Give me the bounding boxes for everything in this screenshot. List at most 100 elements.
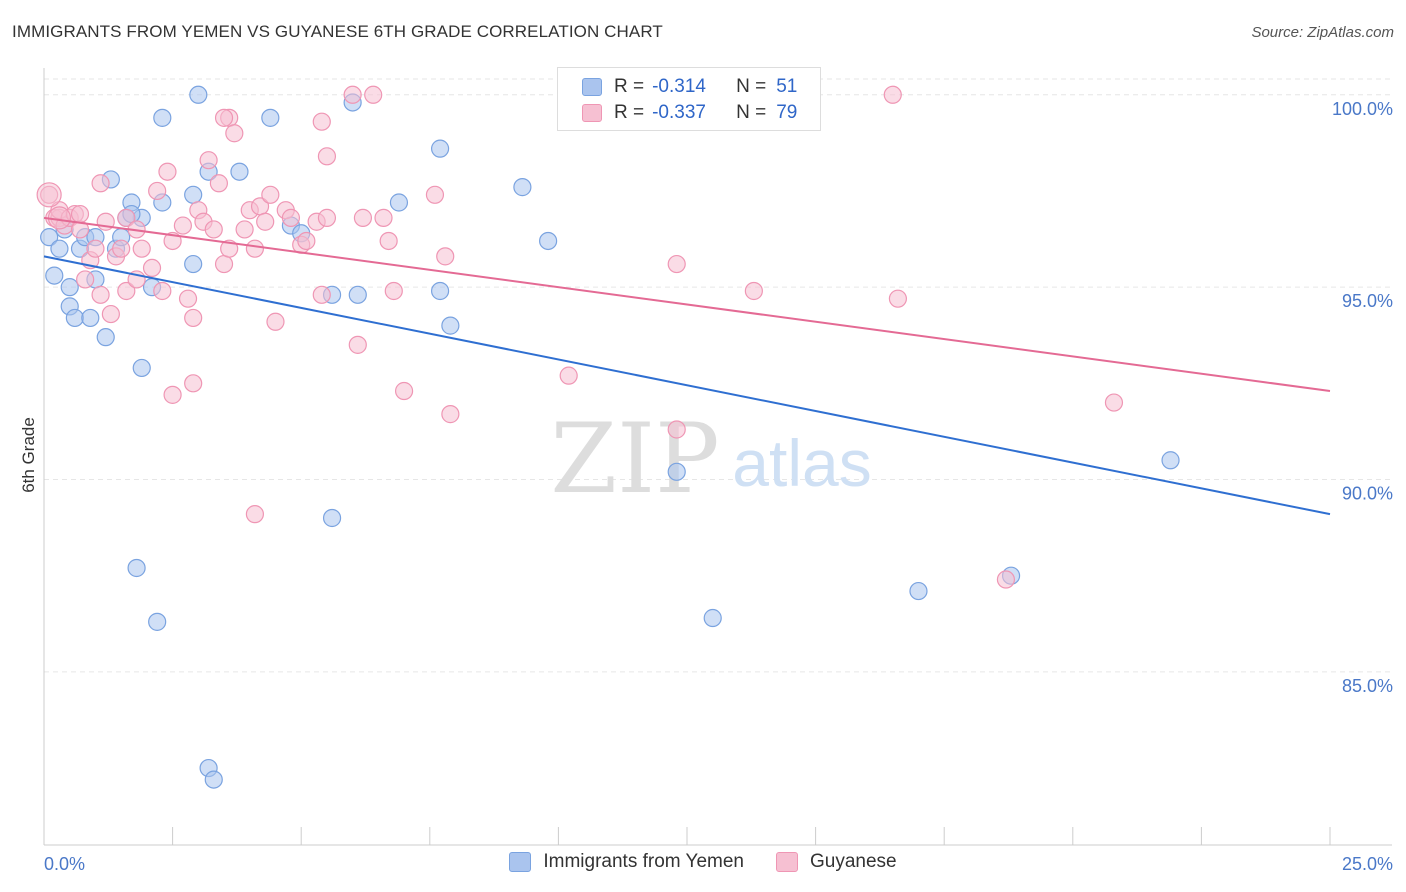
yemen-point: [430, 139, 450, 158]
guyanese-point: [343, 85, 362, 104]
guyanese-point: [374, 208, 393, 227]
yemen-point: [132, 358, 151, 378]
guyanese-point: [214, 108, 234, 127]
guyanese-point: [353, 208, 373, 227]
correlation-legend: R = -0.314 N = 51 R = -0.337 N = 79: [557, 67, 821, 131]
y-tick-label: 95.0%: [1342, 291, 1393, 311]
yemen-point: [60, 278, 79, 297]
guyanese-point: [153, 281, 172, 301]
y-tick-label: 85.0%: [1342, 676, 1393, 696]
series-legend-yemen: Immigrants from Yemen: [509, 851, 744, 873]
guyanese-point: [184, 308, 203, 328]
guyanese-point: [297, 231, 316, 251]
guyanese-point: [266, 312, 285, 331]
yemen-point: [348, 285, 367, 304]
guyanese-point: [312, 285, 331, 304]
legend-n-value: 79: [776, 102, 798, 123]
guyanese-point: [178, 289, 198, 308]
guyanese-point: [36, 182, 62, 208]
guyanese-point: [317, 147, 337, 166]
yemen-point: [45, 266, 64, 285]
guyanese-point: [312, 112, 331, 131]
yemen-point: [667, 462, 686, 481]
x-tick-label: 25.0%: [1342, 854, 1393, 874]
guyanese-point: [86, 239, 105, 258]
guyanese-point: [220, 239, 239, 258]
yemen-point: [513, 178, 532, 197]
guyanese-point: [214, 254, 234, 274]
guyanese-point: [91, 174, 110, 193]
y-tick-label: 90.0%: [1342, 484, 1393, 504]
yemen-point: [127, 558, 146, 578]
yemen-point: [153, 108, 172, 127]
legend-swatch-guyanese: [582, 104, 602, 122]
yemen-point: [96, 328, 115, 347]
guyanese-point: [112, 239, 131, 258]
yemen-trend-line: [43, 255, 1331, 516]
guyanese-point: [101, 304, 120, 324]
guyanese-point: [281, 208, 301, 227]
legend-n-label: N =: [736, 102, 767, 123]
guyanese-point: [158, 162, 177, 181]
yemen-point: [261, 108, 280, 127]
guyanese-trend-line: [43, 216, 1331, 393]
guyanese-point: [1104, 393, 1124, 412]
yemen-point: [184, 185, 203, 204]
guyanese-point: [744, 281, 763, 301]
guyanese-point: [199, 151, 218, 170]
guyanese-point: [235, 220, 254, 239]
yemen-point: [389, 193, 409, 212]
guyanese-point: [117, 208, 136, 227]
legend-swatch-yemen: [582, 78, 602, 96]
series-legend: Immigrants from Yemen Guyanese: [0, 851, 1406, 873]
guyanese-point: [261, 185, 280, 204]
yemen-point: [65, 308, 84, 328]
legend-r-label: R =: [614, 102, 645, 123]
legend-row-guyanese: R = -0.337 N = 79: [582, 100, 797, 126]
yemen-point: [322, 508, 342, 528]
legend-n-value: 51: [776, 76, 798, 97]
guyanese-point: [163, 385, 182, 404]
guyanese-point: [559, 366, 578, 385]
yemen-point: [204, 770, 223, 789]
yemen-point: [703, 608, 722, 628]
guyanese-point: [348, 335, 367, 354]
guyanese-point: [184, 374, 203, 393]
series-swatch-yemen: [509, 852, 532, 872]
guyanese-point: [245, 239, 265, 258]
guyanese-point: [667, 254, 686, 274]
yemen-point: [1161, 451, 1180, 470]
guyanese-point: [204, 220, 223, 239]
legend-r-value: -0.314: [652, 76, 706, 97]
yemen-point: [430, 281, 450, 301]
legend-n-label: N =: [736, 76, 767, 97]
legend-row-yemen: R = -0.314 N = 51: [582, 74, 797, 100]
yemen-point: [40, 228, 59, 247]
y-axis-label: 6th Grade: [19, 417, 38, 493]
guyanese-point: [425, 185, 445, 204]
guyanese-point: [888, 289, 908, 308]
yemen-point: [230, 162, 249, 181]
guyanese-point: [364, 85, 383, 104]
guyanese-point: [148, 181, 167, 201]
guyanese-point: [379, 231, 398, 251]
guyanese-point: [142, 258, 162, 278]
guyanese-point: [883, 85, 902, 104]
x-tick-label: 0.0%: [44, 854, 85, 874]
guyanese-point: [996, 570, 1016, 589]
yemen-point: [148, 612, 167, 631]
guyanese-point: [209, 174, 228, 193]
guyanese-point: [667, 420, 686, 439]
watermark-zip: ZIP: [550, 403, 719, 515]
legend-r-label: R =: [614, 76, 645, 97]
guyanese-point: [317, 208, 337, 227]
chart-title: IMMIGRANTS FROM YEMEN VS GUYANESE 6TH GR…: [12, 22, 663, 41]
y-tick-label: 100.0%: [1332, 99, 1393, 119]
guyanese-point: [394, 381, 414, 401]
yemen-point: [189, 85, 208, 104]
yemen-point: [539, 231, 558, 251]
series-label-guyanese: Guyanese: [810, 851, 897, 872]
watermark-atlas: atlas: [732, 426, 871, 500]
yemen-point: [184, 254, 203, 274]
